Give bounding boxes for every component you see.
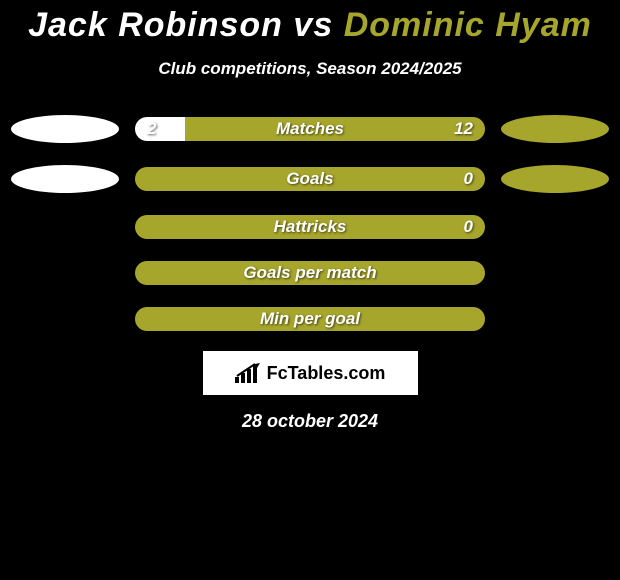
stat-label: Hattricks [274, 217, 347, 237]
stat-row: 2 12 Matches [5, 115, 615, 143]
stat-bar: Goals per match [135, 261, 485, 285]
stat-row: 0 Hattricks [5, 215, 615, 239]
subtitle: Club competitions, Season 2024/2025 [0, 59, 620, 79]
left-oval-cell [5, 115, 125, 143]
stat-value-right: 12 [454, 119, 473, 139]
stat-value-right: 0 [464, 169, 473, 189]
player2-oval [501, 115, 609, 143]
stat-label: Goals per match [243, 263, 376, 283]
stat-value-right: 0 [464, 217, 473, 237]
player2-oval [501, 165, 609, 193]
stat-bar: 0 Hattricks [135, 215, 485, 239]
stats-container: 2 12 Matches 0 Goals 0 Hattricks Goals per matc… [0, 115, 620, 331]
player1-oval [11, 115, 119, 143]
logo-text: FcTables.com [267, 363, 386, 384]
signal-bars-icon [235, 363, 261, 383]
logo-inner: FcTables.com [235, 363, 386, 384]
right-oval-cell [495, 115, 615, 143]
player1-oval [11, 165, 119, 193]
player1-name: Jack Robinson [28, 6, 283, 44]
left-oval-cell [5, 165, 125, 193]
player2-name: Dominic Hyam [344, 6, 592, 44]
stat-bar: 2 12 Matches [135, 117, 485, 141]
right-oval-cell [495, 165, 615, 193]
logo-box: FcTables.com [203, 351, 418, 395]
vs-text: vs [293, 6, 333, 44]
stat-row: 0 Goals [5, 165, 615, 193]
stat-bar: Min per goal [135, 307, 485, 331]
stat-row: Goals per match [5, 261, 615, 285]
stat-value-left: 2 [147, 119, 156, 139]
date-label: 28 october 2024 [0, 411, 620, 432]
stat-label: Goals [286, 169, 333, 189]
stat-bar: 0 Goals [135, 167, 485, 191]
stat-label: Min per goal [260, 309, 360, 329]
comparison-title: Jack Robinson vs Dominic Hyam [0, 0, 620, 45]
stat-row: Min per goal [5, 307, 615, 331]
bar-fill-left [135, 117, 185, 141]
stat-label: Matches [276, 119, 344, 139]
